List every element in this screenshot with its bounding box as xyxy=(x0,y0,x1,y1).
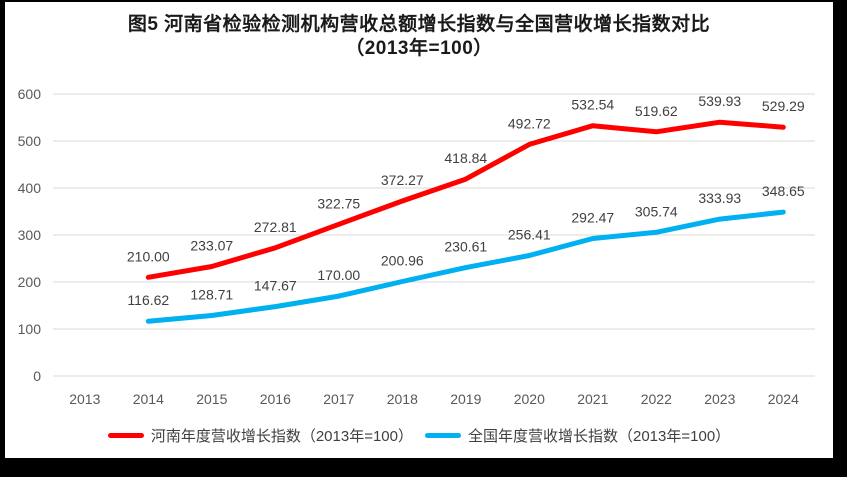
national-series-data-label: 292.47 xyxy=(571,210,614,226)
national-series-data-label: 230.61 xyxy=(444,239,487,255)
henan-series-data-label: 492.72 xyxy=(508,115,551,131)
x-axis-tick-label: 2018 xyxy=(387,391,418,407)
national-series-data-label: 305.74 xyxy=(635,203,678,219)
henan-series-data-label: 322.75 xyxy=(317,195,360,211)
henan-series-data-label: 210.00 xyxy=(127,248,170,264)
y-axis-tick-label: 300 xyxy=(18,227,42,243)
national-series-data-label: 200.96 xyxy=(381,253,424,269)
national-series-data-label: 348.65 xyxy=(762,183,805,199)
national-series-data-label: 170.00 xyxy=(317,267,360,283)
chart-area: 图5 河南省检验检测机构营收总额增长指数与全国营收增长指数对比 （2013年=1… xyxy=(5,2,833,458)
legend-item-henan: 河南年度营收增长指数（2013年=100） xyxy=(107,425,413,446)
x-axis-tick-label: 2023 xyxy=(704,391,735,407)
henan-series-data-label: 529.29 xyxy=(762,98,805,114)
x-axis-tick-label: 2013 xyxy=(69,391,100,407)
x-axis-tick-label: 2022 xyxy=(641,391,672,407)
national-legend-swatch xyxy=(425,433,461,438)
x-axis-tick-label: 2021 xyxy=(577,391,608,407)
x-axis-tick-label: 2016 xyxy=(260,391,291,407)
x-axis-tick-label: 2014 xyxy=(133,391,164,407)
y-axis-tick-label: 600 xyxy=(18,86,42,102)
y-axis-tick-label: 500 xyxy=(18,133,42,149)
national-series-data-label: 147.67 xyxy=(254,278,297,294)
henan-series-data-label: 539.93 xyxy=(698,93,741,109)
y-axis-tick-label: 400 xyxy=(18,180,42,196)
national-series-data-label: 256.41 xyxy=(508,227,551,243)
chart-title-line2: （2013年=100） xyxy=(345,38,493,59)
chart-title-line1: 图5 河南省检验检测机构营收总额增长指数与全国营收增长指数对比 xyxy=(127,14,711,35)
y-axis-tick-label: 100 xyxy=(18,321,42,337)
y-axis-tick-label: 0 xyxy=(33,368,41,384)
x-axis-tick-label: 2015 xyxy=(196,391,227,407)
national-series-data-label: 333.93 xyxy=(698,190,741,206)
henan-series-data-label: 532.54 xyxy=(571,97,614,113)
chart-title: 图5 河南省检验检测机构营收总额增长指数与全国营收增长指数对比 （2013年=1… xyxy=(5,13,833,61)
legend: 河南年度营收增长指数（2013年=100） 全国年度营收增长指数（2013年=1… xyxy=(5,425,833,446)
henan-legend-label: 河南年度营收增长指数（2013年=100） xyxy=(150,428,413,445)
x-axis-tick-label: 2024 xyxy=(768,391,799,407)
national-series-line xyxy=(145,209,786,324)
henan-series-data-label: 372.27 xyxy=(381,172,424,188)
henan-series-data-label: 233.07 xyxy=(190,238,233,254)
henan-series-data-label: 418.84 xyxy=(444,150,487,166)
henan-series-data-label: 519.62 xyxy=(635,103,678,119)
national-series-data-label: 128.71 xyxy=(190,287,233,303)
x-axis-tick-label: 2020 xyxy=(514,391,545,407)
national-series-data-label: 116.62 xyxy=(127,292,169,308)
plot-canvas: 0 100 200 300 400 500 600 2013 2014 2015 2016 2017 2… xyxy=(18,86,815,407)
y-axis-tick-label: 200 xyxy=(18,274,42,290)
henan-series-data-label: 272.81 xyxy=(254,219,297,235)
henan-series-line xyxy=(145,119,786,280)
national-legend-label: 全国年度营收增长指数（2013年=100） xyxy=(468,428,731,445)
x-axis-tick-label: 2017 xyxy=(323,391,354,407)
legend-item-national: 全国年度营收增长指数（2013年=100） xyxy=(425,425,730,446)
x-axis-tick-label: 2019 xyxy=(450,391,481,407)
henan-legend-swatch xyxy=(107,433,144,438)
